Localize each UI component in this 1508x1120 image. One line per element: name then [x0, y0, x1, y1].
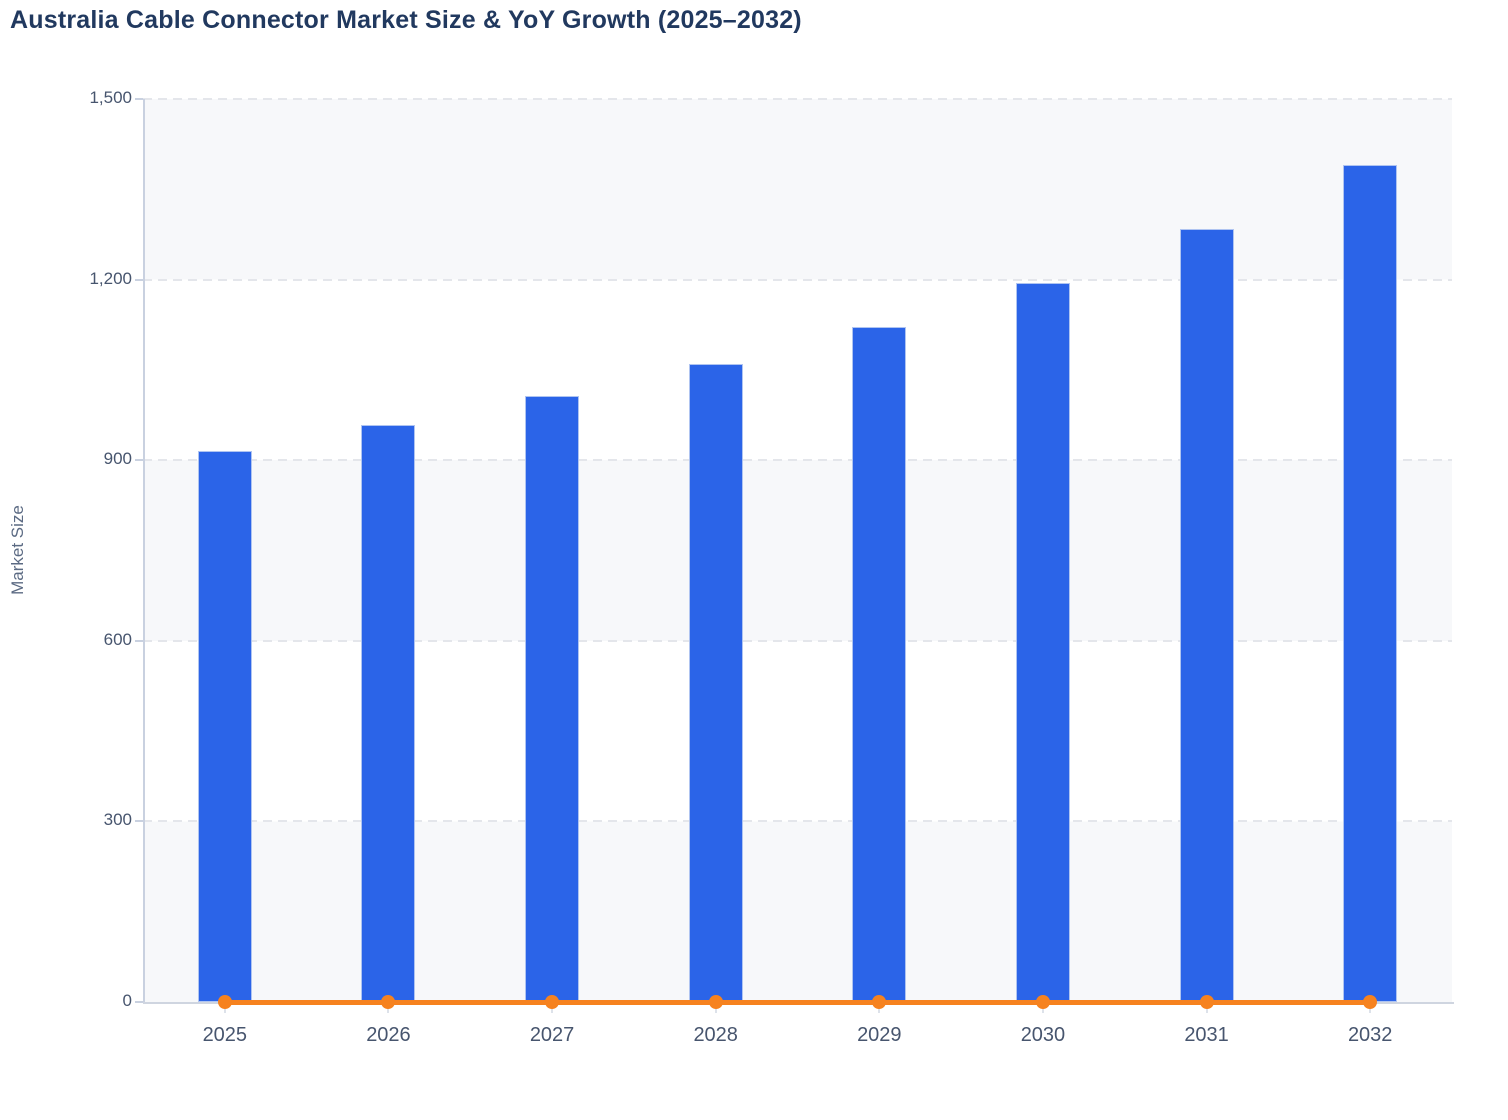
y-tick-mark: [135, 639, 143, 642]
x-tick-label-2031: 2031: [1184, 1024, 1229, 1046]
y-tick-mark: [135, 278, 143, 281]
plot-area: [143, 98, 1452, 1009]
bar-2027[interactable]: [525, 395, 580, 1002]
yoy-marker-2028[interactable]: [708, 995, 723, 1009]
x-tick-label-2028: 2028: [693, 1024, 738, 1046]
yoy-growth-line[interactable]: [224, 999, 1371, 1005]
x-tick-label-2027: 2027: [529, 1024, 575, 1046]
y-tick-label-300: 300: [103, 810, 132, 830]
yoy-marker-2030[interactable]: [1035, 995, 1050, 1009]
y-tick-label-0: 0: [122, 991, 132, 1010]
y-tick-mark: [135, 820, 143, 823]
bar-2026[interactable]: [361, 424, 416, 1002]
bar-2029[interactable]: [852, 326, 907, 1002]
y-tick-label-900: 900: [103, 449, 132, 469]
x-tick-label-2025: 2025: [202, 1024, 248, 1046]
y-tick-label-1200: 1,200: [89, 268, 132, 288]
x-tick-label-2029: 2029: [857, 1024, 902, 1046]
y-axis-title: Market Size: [8, 505, 27, 595]
gridline-y-300: [143, 820, 1452, 823]
bar-2030[interactable]: [1015, 282, 1070, 1002]
yoy-marker-2029[interactable]: [872, 995, 887, 1009]
bar-2032[interactable]: [1343, 164, 1398, 1002]
yoy-marker-2026[interactable]: [381, 995, 396, 1009]
y-tick-mark: [135, 98, 143, 100]
y-tick-mark: [135, 1001, 143, 1003]
bar-2031[interactable]: [1179, 229, 1234, 1002]
yoy-marker-2025[interactable]: [217, 995, 232, 1009]
yoy-marker-2031[interactable]: [1199, 995, 1214, 1009]
y-tick-mark: [135, 459, 143, 462]
gridline-y-900: [143, 459, 1452, 462]
gridline-y-1200: [143, 278, 1452, 281]
x-tick-label-2026: 2026: [366, 1024, 411, 1046]
bar-2025[interactable]: [197, 451, 252, 1002]
yoy-marker-2032[interactable]: [1363, 995, 1378, 1009]
x-tick-label-2032: 2032: [1347, 1024, 1393, 1046]
x-tick-label-2030: 2030: [1020, 1024, 1066, 1046]
bar-2028[interactable]: [688, 363, 743, 1002]
y-tick-label-1500: 1,500: [89, 88, 132, 107]
gridline-y-600: [143, 639, 1452, 642]
yoy-marker-2027[interactable]: [545, 995, 560, 1009]
chart-title: Australia Cable Connector Market Size & …: [10, 6, 802, 34]
y-axis-line: [143, 99, 145, 1004]
y-tick-label-600: 600: [103, 629, 132, 649]
gridline-y-1500: [143, 98, 1452, 100]
